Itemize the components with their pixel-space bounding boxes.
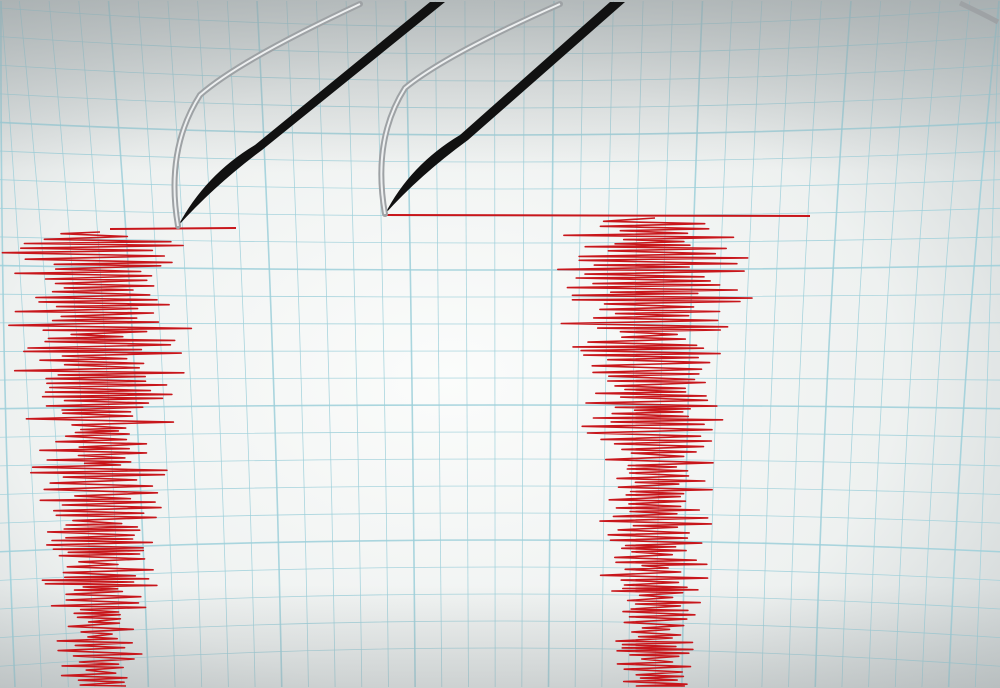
needle-left-highlight [173, 3, 361, 227]
needles [171, 0, 1000, 229]
right-trace [557, 217, 753, 687]
needle-right-highlight [380, 3, 561, 215]
needle-far-right [958, 0, 1000, 25]
seismic-traces [1, 214, 811, 687]
baseline-right [384, 214, 811, 217]
baseline-left [109, 227, 237, 230]
left-trace [1, 231, 193, 687]
